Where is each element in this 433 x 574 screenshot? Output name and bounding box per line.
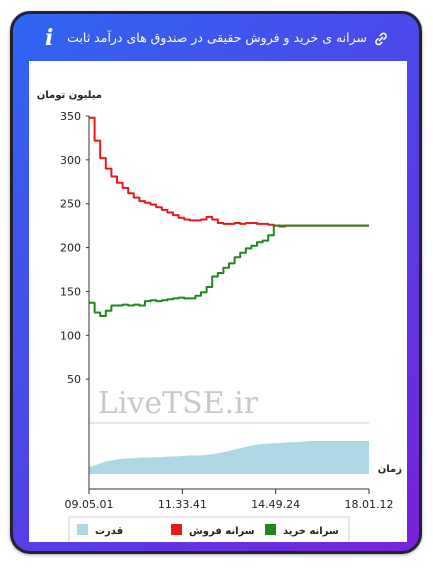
y-tick-label: 300 [60,154,81,167]
chart-title: سرانه ی خرید و فروش حقیقی در صندوق های د… [67,30,367,45]
legend-label: سرانه خرید [283,526,339,537]
info-icon[interactable]: i [45,25,54,51]
watermark: LiveTSE.ir [98,386,259,421]
power-area [89,441,369,474]
legend-item[interactable]: قدرت [77,524,123,537]
x-axis-label: زمان [378,464,402,475]
legend-label: قدرت [95,526,123,537]
sell-series-line [89,116,369,228]
y-tick-label: 250 [60,198,81,211]
y-tick-label: 200 [60,242,81,255]
y-tick-label: 100 [60,329,81,342]
chart-svg: میلیون تومان زمان LiveTSE.ir 50 100 150 200… [37,90,402,542]
chart-card: i سرانه ی خرید و فروش حقیقی در صندوق های… [10,11,422,554]
legend-item[interactable]: سرانه فروش [171,524,255,537]
x-tick-label: 09.05.01 [65,498,114,511]
chart-panel: میلیون تومان زمان LiveTSE.ir 50 100 150 200… [29,61,407,542]
legend-swatch [171,524,182,535]
y-tick-label: 350 [60,110,81,123]
x-tick-label: 18.01.12 [345,498,394,511]
buy-series-line [89,224,369,317]
legend-swatch [77,524,88,535]
x-tick-label: 14.49.24 [251,498,300,511]
x-tick-label: 11.33.41 [158,498,207,511]
legend-item[interactable]: سرانه خرید [265,524,339,537]
y-tick-label: 150 [60,285,81,298]
link-icon[interactable] [373,31,389,47]
legend-swatch [265,524,276,535]
card-header: i سرانه ی خرید و فروش حقیقی در صندوق های… [13,14,419,63]
legend-label: سرانه فروش [189,526,255,537]
y-tick-label: 50 [67,373,81,386]
legend-box [68,516,350,542]
y-axis-label: میلیون تومان [37,90,102,101]
